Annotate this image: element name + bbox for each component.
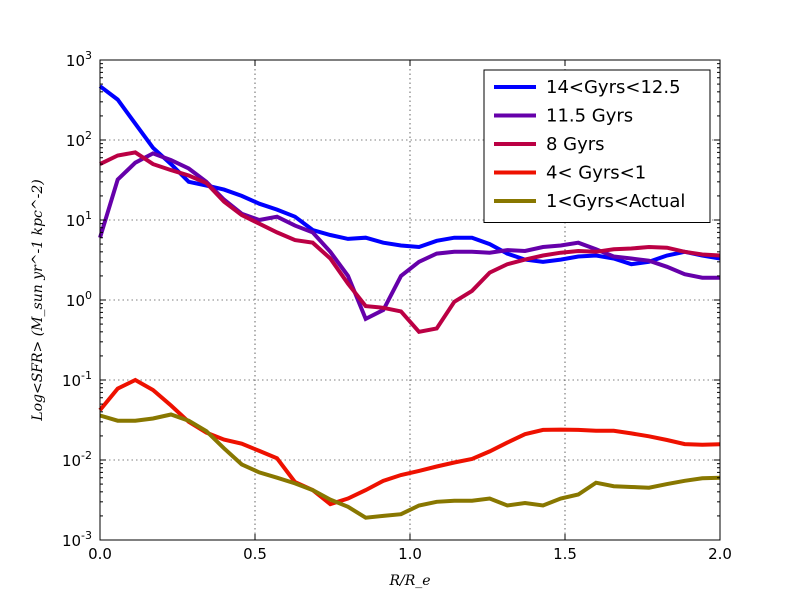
y-tick-label: 10-2 [62, 449, 92, 470]
y-tick-label: 10-1 [62, 369, 92, 390]
y-tick-base: 10 [66, 212, 85, 230]
y-tick-base: 10 [66, 292, 85, 310]
y-tick-label: 101 [66, 209, 92, 230]
legend-label-3: 4< Gyrs<1 [546, 163, 646, 184]
legend-label-0: 14<Gyrs<12.5 [546, 77, 681, 98]
y-tick-exponent: 2 [85, 129, 92, 142]
y-tick-base: 10 [62, 452, 81, 470]
legend: 14<Gyrs<12.5 11.5 Gyrs 8 Gyrs 4< Gyrs<1 1<Gy… [483, 69, 711, 223]
x-tick-label: 1.0 [398, 545, 422, 563]
legend-label-1: 11.5 Gyrs [546, 106, 633, 127]
y-tick-exponent: -1 [81, 369, 92, 382]
x-tick-label: 1.5 [553, 545, 577, 563]
x-tick-label: 0.5 [243, 545, 267, 563]
x-axis-label: R/R_e [388, 573, 430, 589]
y-tick-exponent: 3 [85, 49, 92, 62]
y-tick-label: 103 [66, 49, 92, 70]
series-lines [98, 84, 721, 520]
series-line-4 [99, 412, 721, 520]
series-line-0 [98, 84, 721, 267]
legend-box [483, 69, 711, 223]
x-tick-label: 2.0 [708, 545, 732, 563]
y-axis-label: Log<SFR> (M_sun yr^-1 kpc^-2) [30, 179, 46, 421]
y-tick-label: 10-3 [62, 529, 92, 550]
y-tick-base: 10 [62, 532, 81, 550]
y-tick-exponent: 0 [85, 289, 92, 302]
series-line-2 [99, 150, 721, 334]
y-tick-base: 10 [66, 132, 85, 150]
y-tick-exponent: 1 [85, 209, 92, 222]
y-tick-label: 102 [66, 129, 92, 150]
legend-label-2: 8 Gyrs [546, 134, 605, 155]
y-tick-exponent: -3 [81, 529, 92, 542]
y-tick-base: 10 [66, 52, 85, 70]
y-tick-base: 10 [62, 372, 81, 390]
legend-label-4: 1<Gyrs<Actual [546, 191, 685, 212]
y-tick-label: 100 [66, 289, 92, 310]
x-tick-label: 0.0 [88, 545, 112, 563]
y-tick-exponent: -2 [81, 449, 92, 462]
